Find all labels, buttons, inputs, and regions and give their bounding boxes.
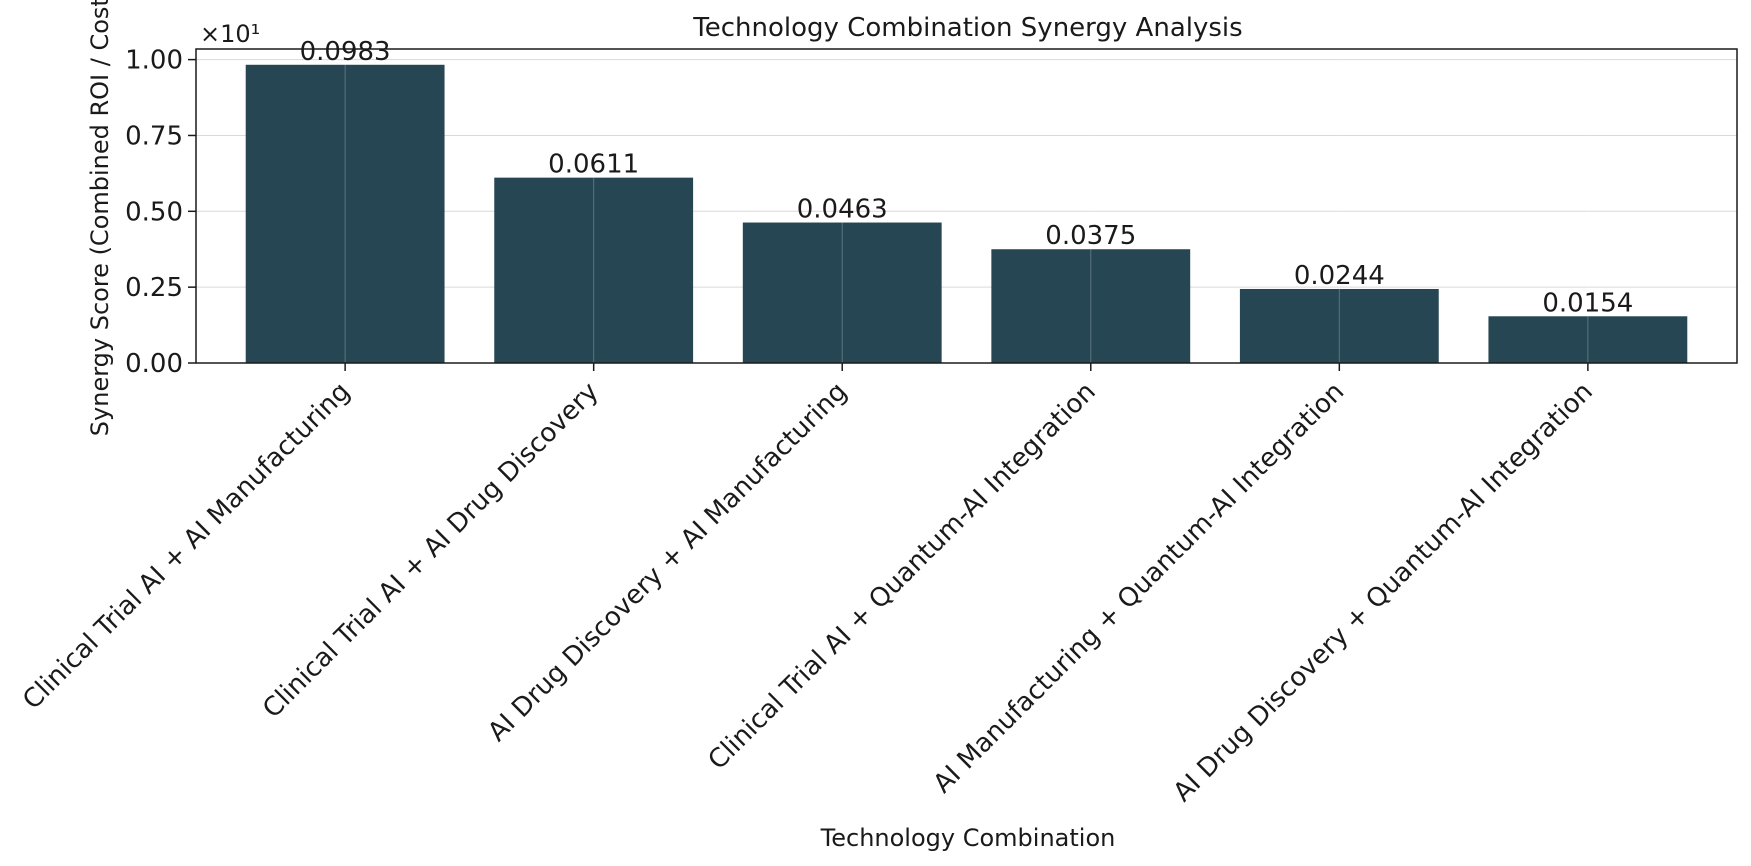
bar-value-label: 0.0244: [1294, 261, 1385, 291]
x-tick-label: Clinical Trial AI + Quantum-AI Integrati…: [703, 377, 1102, 776]
y-tick-label: 0.00: [125, 349, 183, 379]
y-tick-label: 1.00: [125, 46, 183, 76]
x-ticks: Clinical Trial AI + AI ManufacturingClin…: [17, 363, 1599, 808]
bar: [494, 177, 694, 363]
bar: [1488, 316, 1688, 363]
x-axis-label: Technology Combination: [820, 824, 1116, 852]
data-labels: 0.0983 0.0611 0.0463 0.0375 0.0244 0.0154: [300, 37, 1634, 319]
y-tick-label: 0.25: [125, 273, 183, 303]
y-axis-label: Synergy Score (Combined ROI / Cost): [86, 0, 114, 436]
y-tick-label: 0.75: [125, 121, 183, 151]
y-tick-label: 0.50: [125, 197, 183, 227]
bar-value-label: 0.0154: [1542, 288, 1633, 318]
x-tick-label: AI Manufacturing + Quantum-AI Integratio…: [928, 377, 1350, 799]
bar-value-label: 0.0463: [797, 195, 888, 225]
chart-title: Technology Combination Synergy Analysis: [692, 13, 1242, 43]
bar-value-label: 0.0983: [300, 37, 391, 67]
y-ticks: 0.00 0.25 0.50 0.75 1.00: [125, 46, 196, 379]
bar: [1239, 288, 1439, 363]
plot-frame: [195, 48, 1738, 364]
x-tick-label: AI Drug Discovery + Quantum-AI Integrati…: [1168, 377, 1599, 808]
bar: [742, 222, 942, 363]
bar-value-label: 0.0375: [1045, 221, 1136, 251]
bars: [245, 64, 1688, 363]
bar: [991, 249, 1191, 363]
axis-offset-label: ×10¹: [200, 20, 260, 48]
x-grid-lines: [344, 49, 1589, 363]
bar: [245, 64, 445, 363]
bar-value-label: 0.0611: [548, 150, 639, 180]
